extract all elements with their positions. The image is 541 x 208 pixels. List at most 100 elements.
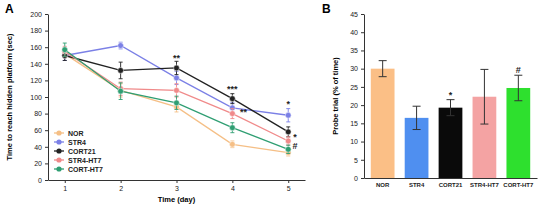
axis: 0 5 10 15 20 25 30 35 40 45 bbox=[350, 11, 364, 182]
tick-label: 0 bbox=[354, 175, 358, 182]
tick-mark bbox=[288, 180, 289, 183]
error-bar bbox=[286, 145, 290, 153]
tick-label: 160 bbox=[30, 44, 42, 51]
error-bar bbox=[413, 106, 421, 129]
tick: 40 bbox=[350, 29, 364, 36]
data-point bbox=[229, 96, 235, 102]
tick-label: NOR bbox=[376, 182, 390, 188]
tick: NOR bbox=[376, 178, 390, 188]
tick-mark bbox=[45, 130, 48, 131]
tick-mark bbox=[361, 32, 364, 33]
tick-mark bbox=[361, 123, 364, 124]
tick-mark bbox=[45, 47, 48, 48]
legend-marker bbox=[56, 157, 61, 162]
legend-label: CORT21 bbox=[68, 148, 96, 155]
panel-label: B bbox=[322, 2, 331, 16]
bar bbox=[439, 108, 463, 178]
tick-mark bbox=[45, 163, 48, 164]
error-bar bbox=[175, 96, 179, 109]
legend: NORSTR4CORT21STR4-HT7CORT-HT7 bbox=[54, 130, 103, 173]
error-bar bbox=[286, 137, 290, 145]
axis: 12345 bbox=[49, 180, 306, 192]
error-bar bbox=[230, 123, 234, 133]
tick-label: 1 bbox=[63, 185, 67, 192]
tick-label: 120 bbox=[30, 77, 42, 84]
tick-label: 10 bbox=[350, 138, 358, 145]
tick: 45 bbox=[350, 11, 364, 18]
error-bar bbox=[119, 42, 123, 49]
tick: 120 bbox=[30, 77, 48, 84]
error-bar bbox=[230, 94, 234, 104]
tick: 30 bbox=[350, 65, 364, 72]
data-point bbox=[229, 111, 235, 117]
tick-label: 2 bbox=[119, 185, 123, 192]
error-bar bbox=[230, 141, 234, 148]
tick-label: 40 bbox=[350, 29, 358, 36]
data-point bbox=[118, 43, 124, 49]
legend-label: CORT-HT7 bbox=[68, 166, 103, 173]
tick: STR4 bbox=[409, 178, 425, 188]
annotation: * bbox=[286, 99, 290, 109]
legend-label: NOR bbox=[68, 130, 84, 137]
tick-mark bbox=[45, 147, 48, 148]
data-point bbox=[118, 88, 124, 94]
legend-item: CORT21 bbox=[54, 148, 96, 155]
series-line bbox=[65, 46, 288, 116]
series-line bbox=[65, 54, 288, 153]
series-line bbox=[65, 50, 288, 150]
error-bar bbox=[119, 62, 123, 79]
bar bbox=[506, 88, 530, 178]
tick-mark bbox=[361, 160, 364, 161]
axis-line bbox=[48, 15, 49, 181]
tick-label: 140 bbox=[30, 61, 42, 68]
tick-label: CORT21 bbox=[439, 182, 463, 188]
tick: 5 bbox=[354, 157, 364, 164]
tick-label: 60 bbox=[34, 127, 42, 134]
tick: 40 bbox=[34, 144, 48, 151]
data-point bbox=[285, 129, 291, 135]
tick-label: 45 bbox=[350, 11, 358, 18]
tick-label: 4 bbox=[231, 185, 235, 192]
tick-label: 80 bbox=[34, 110, 42, 117]
annotation: ** bbox=[173, 53, 181, 63]
error-bar bbox=[379, 61, 387, 77]
tick: STR4-HT7 bbox=[470, 178, 499, 188]
data-point bbox=[174, 100, 180, 106]
data-point bbox=[118, 68, 124, 74]
bar bbox=[371, 69, 395, 178]
tick-label: 180 bbox=[30, 27, 42, 34]
series-line bbox=[65, 51, 288, 141]
tick-label: 15 bbox=[350, 120, 358, 127]
data-point bbox=[285, 146, 291, 152]
tick: 200 bbox=[30, 11, 48, 18]
tick-mark bbox=[361, 178, 364, 179]
panel-label: A bbox=[5, 2, 14, 16]
legend-label: STR4-HT7 bbox=[68, 157, 102, 164]
tick: 1 bbox=[63, 180, 67, 192]
axis: 020406080100120140160180200 bbox=[30, 11, 48, 184]
tick-label: 35 bbox=[350, 47, 358, 54]
annotation: ** bbox=[240, 107, 248, 117]
axis-line bbox=[365, 178, 538, 179]
tick-label: 20 bbox=[350, 102, 358, 109]
data-point bbox=[229, 125, 235, 131]
annotation: # bbox=[292, 141, 297, 151]
tick-mark bbox=[65, 180, 66, 183]
tick: 20 bbox=[34, 160, 48, 167]
data-point bbox=[285, 138, 291, 144]
tick-mark bbox=[361, 69, 364, 70]
tick: 4 bbox=[231, 180, 235, 192]
tick-label: 40 bbox=[34, 144, 42, 151]
tick-label: 25 bbox=[350, 84, 358, 91]
tick: 5 bbox=[287, 180, 291, 192]
plot-area bbox=[371, 61, 530, 178]
legend-item: CORT-HT7 bbox=[54, 166, 103, 173]
tick: 140 bbox=[30, 61, 48, 68]
tick-mark bbox=[45, 97, 48, 98]
tick-label: 30 bbox=[350, 65, 358, 72]
data-point bbox=[174, 87, 180, 93]
error-bar bbox=[119, 83, 123, 100]
data-point bbox=[174, 65, 180, 71]
tick: 25 bbox=[350, 84, 364, 91]
tick-mark bbox=[361, 50, 364, 51]
